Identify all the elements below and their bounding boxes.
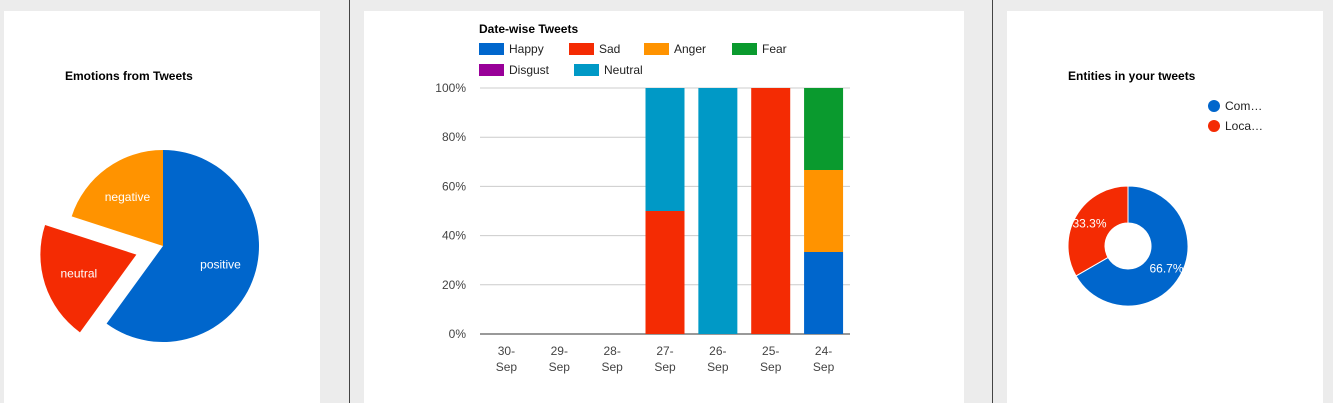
legend-label-neutral: Neutral (604, 63, 643, 77)
legend-label-disgust: Disgust (509, 63, 550, 77)
legend-label-loca: Loca… (1225, 119, 1263, 133)
right-divider (992, 0, 993, 403)
legend-swatch-neutral (574, 64, 599, 76)
x-tick-label-28-sep: 28-Sep (601, 344, 623, 374)
bar-24-sep-happy (804, 252, 844, 334)
entities-chart-title: Entities in your tweets (1068, 69, 1196, 83)
donut-label-loca: 33.3% (1072, 217, 1106, 231)
legend-swatch-happy (479, 43, 504, 55)
x-tick-label-26-sep: 26-Sep (707, 344, 729, 374)
pie-label-neutral: neutral (60, 266, 97, 280)
y-tick-label: 40% (442, 229, 466, 243)
x-tick-label-29-sep: 29-Sep (549, 344, 571, 374)
pie-slice-positive (106, 150, 260, 342)
y-tick-label: 60% (442, 179, 466, 193)
legend-swatch-anger (644, 43, 669, 55)
legend-label-com: Com… (1225, 99, 1262, 113)
emotions-chart-title: Emotions from Tweets (65, 69, 193, 83)
y-tick-label: 0% (449, 327, 467, 341)
legend-swatch-sad (569, 43, 594, 55)
x-tick-label-27-sep: 27-Sep (654, 344, 676, 374)
legend-swatch-disgust (479, 64, 504, 76)
date-wise-chart-title: Date-wise Tweets (479, 22, 578, 36)
bar-25-sep-sad (751, 88, 791, 334)
legend-label-happy: Happy (509, 42, 544, 56)
x-tick-label-30-sep: 30-Sep (496, 344, 518, 374)
emotions-pie-chart: Emotions from Tweets positive neutral nega… (40, 69, 260, 342)
bar-24-sep-anger (804, 170, 844, 252)
legend-label-fear: Fear (762, 42, 787, 56)
date-wise-bar-chart: Date-wise Tweets Happy Sad Anger Fear Disgus… (435, 22, 850, 374)
legend-label-anger: Anger (674, 42, 706, 56)
bar-26-sep-neutral (698, 88, 738, 334)
date-wise-panel: Date-wise Tweets Happy Sad Anger Fear Disgus… (364, 11, 964, 403)
legend-dot-com (1208, 100, 1220, 112)
y-tick-label: 20% (442, 278, 466, 292)
legend-label-sad: Sad (599, 42, 620, 56)
legend-dot-loca (1208, 120, 1220, 132)
entities-donut-chart: Entities in your tweets Com… Loca… 66.7% 3… (1067, 69, 1263, 307)
legend-swatch-fear (732, 43, 757, 55)
donut-hole (1105, 223, 1151, 269)
pie-slice-neutral (40, 224, 137, 333)
bar-24-sep-fear (804, 88, 844, 170)
y-tick-label: 100% (435, 81, 466, 95)
y-tick-label: 80% (442, 130, 466, 144)
x-tick-label-25-sep: 25-Sep (760, 344, 782, 374)
donut-label-com: 66.7% (1149, 261, 1183, 275)
x-tick-label-24-sep: 24-Sep (813, 344, 835, 374)
pie-label-positive: positive (200, 258, 241, 272)
entities-panel: Entities in your tweets Com… Loca… 66.7% 3… (1007, 11, 1323, 403)
bar-27-sep-sad (645, 211, 685, 334)
emotions-panel: Emotions from Tweets positive neutral nega… (4, 11, 320, 403)
left-divider (349, 0, 350, 403)
bar-27-sep-neutral (645, 88, 685, 211)
pie-label-negative: negative (105, 190, 151, 204)
pie-slice-negative (71, 150, 163, 246)
